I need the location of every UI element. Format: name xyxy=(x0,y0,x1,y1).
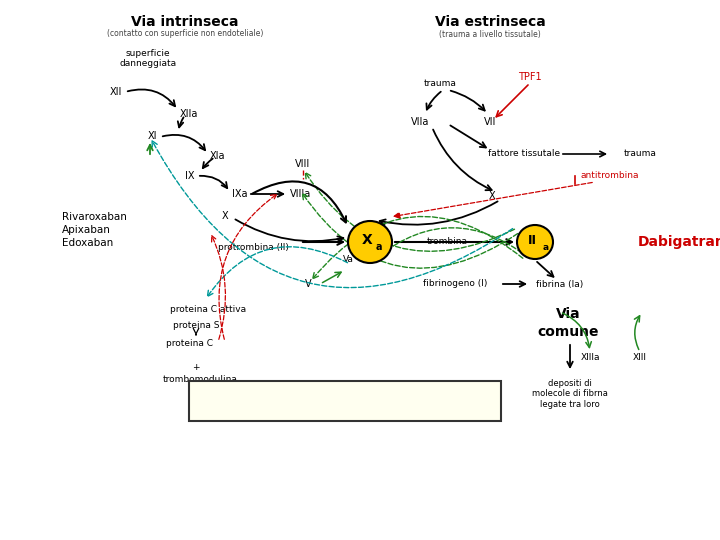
Text: protrombina (II): protrombina (II) xyxy=(218,242,289,252)
Text: +: + xyxy=(192,362,199,372)
Text: trombomodulina: trombomodulina xyxy=(163,375,238,384)
Text: XIIa: XIIa xyxy=(180,109,199,119)
Text: NAO: «sono farmaci sperimentali..»: NAO: «sono farmaci sperimentali..» xyxy=(158,475,562,497)
Text: (contatto con superficie non endoteliale): (contatto con superficie non endoteliale… xyxy=(107,30,264,38)
Text: Edoxaban: Edoxaban xyxy=(62,238,113,248)
Text: VII: VII xyxy=(484,117,496,127)
Text: Va: Va xyxy=(343,255,354,265)
Text: comune: comune xyxy=(537,325,599,339)
Text: trombina: trombina xyxy=(427,238,468,246)
Text: IXa: IXa xyxy=(232,189,248,199)
Text: proteina C attiva: proteina C attiva xyxy=(170,306,246,314)
Text: Rivaroxaban: Rivaroxaban xyxy=(62,212,127,222)
Text: trauma: trauma xyxy=(624,150,657,159)
Text: VIII: VIII xyxy=(295,159,310,169)
Text: X: X xyxy=(361,233,372,247)
Text: Via: Via xyxy=(556,307,580,321)
Text: proteina S: proteina S xyxy=(173,321,220,330)
Text: Apixaban: Apixaban xyxy=(62,225,111,235)
Text: trauma: trauma xyxy=(423,79,456,89)
Text: Via intrinseca: Via intrinseca xyxy=(131,15,239,29)
Text: 27.106 pazienti randomizzati: 27.106 pazienti randomizzati xyxy=(209,392,481,410)
Text: VIIIa: VIIIa xyxy=(290,189,311,199)
Text: XII: XII xyxy=(110,87,122,97)
Text: TPF1: TPF1 xyxy=(518,72,542,82)
Text: (trauma a livello tissutale): (trauma a livello tissutale) xyxy=(439,30,541,38)
Text: X: X xyxy=(489,191,495,201)
Ellipse shape xyxy=(348,221,392,263)
Text: V: V xyxy=(305,279,311,289)
Text: VIIa: VIIa xyxy=(411,117,429,127)
Text: fibrina (Ia): fibrina (Ia) xyxy=(536,280,584,288)
Text: IX: IX xyxy=(185,171,194,181)
Text: II: II xyxy=(528,233,536,246)
Text: a: a xyxy=(543,242,549,252)
Text: fattore tissutale: fattore tissutale xyxy=(488,150,560,159)
Text: danneggiata: danneggiata xyxy=(120,59,176,69)
Text: antitrombina: antitrombina xyxy=(581,172,639,180)
Text: X: X xyxy=(222,211,229,221)
Text: XIIIa: XIIIa xyxy=(580,353,600,361)
Text: a: a xyxy=(376,242,382,252)
Ellipse shape xyxy=(517,225,553,259)
FancyBboxPatch shape xyxy=(189,381,501,421)
Text: XIa: XIa xyxy=(210,151,225,161)
Text: superficie: superficie xyxy=(126,50,171,58)
Text: Via estrinseca: Via estrinseca xyxy=(435,15,545,29)
Text: fibrinogeno (I): fibrinogeno (I) xyxy=(423,280,487,288)
Text: depositi di
molecole di fibrna
legate tra loro: depositi di molecole di fibrna legate tr… xyxy=(532,379,608,409)
Text: proteina C: proteina C xyxy=(166,340,214,348)
Text: Dabigatran: Dabigatran xyxy=(638,235,720,249)
Text: XI: XI xyxy=(148,131,158,141)
Text: XIII: XIII xyxy=(633,353,647,361)
